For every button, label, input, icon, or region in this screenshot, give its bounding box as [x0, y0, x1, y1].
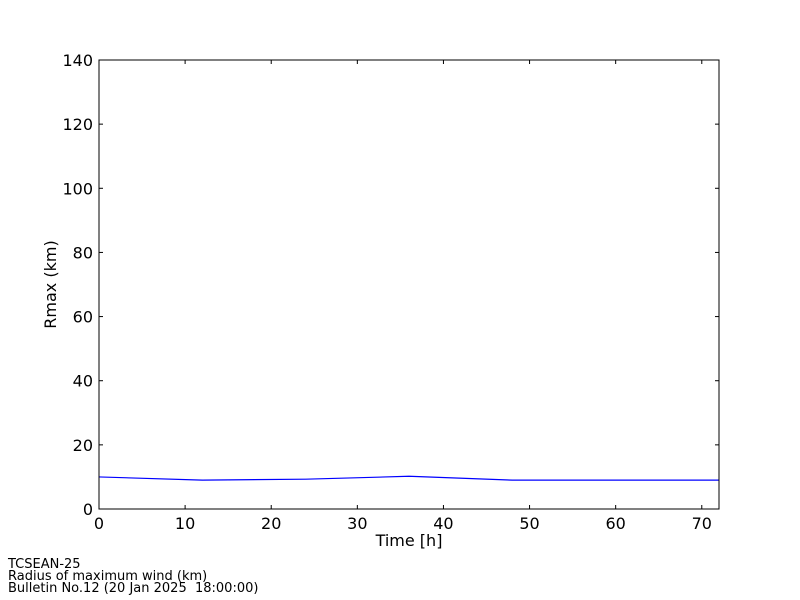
- y-tick-label: 0: [83, 500, 93, 519]
- x-tick-label: 50: [519, 514, 539, 533]
- x-tick-label: 70: [692, 514, 712, 533]
- y-axis-label: Rmax (km): [41, 240, 60, 328]
- x-tick-label: 20: [261, 514, 281, 533]
- plot-frame: [98, 59, 720, 510]
- x-axis-label: Time [h]: [375, 531, 443, 550]
- y-tick-label: 100: [62, 179, 93, 198]
- y-tick-label: 140: [62, 51, 93, 70]
- x-tick-label: 30: [347, 514, 367, 533]
- x-tick-label: 40: [433, 514, 453, 533]
- series-line-0: [98, 475, 719, 481]
- y-tick-label: 80: [73, 243, 93, 262]
- x-tick-label: 0: [94, 514, 104, 533]
- y-tick-label: 60: [73, 308, 93, 327]
- y-tick-label: 40: [73, 372, 93, 391]
- y-tick-label: 20: [73, 436, 93, 455]
- y-tick-label: 120: [62, 115, 93, 134]
- footer-bulletin: Bulletin No.12 (20 Jan 2025 18:00:00): [8, 581, 259, 596]
- x-tick-label: 60: [605, 514, 625, 533]
- footer-description: Radius of maximum wind (km): [8, 569, 208, 584]
- footer-storm-name: TCSEAN-25: [8, 557, 81, 572]
- x-tick-label: 10: [175, 514, 195, 533]
